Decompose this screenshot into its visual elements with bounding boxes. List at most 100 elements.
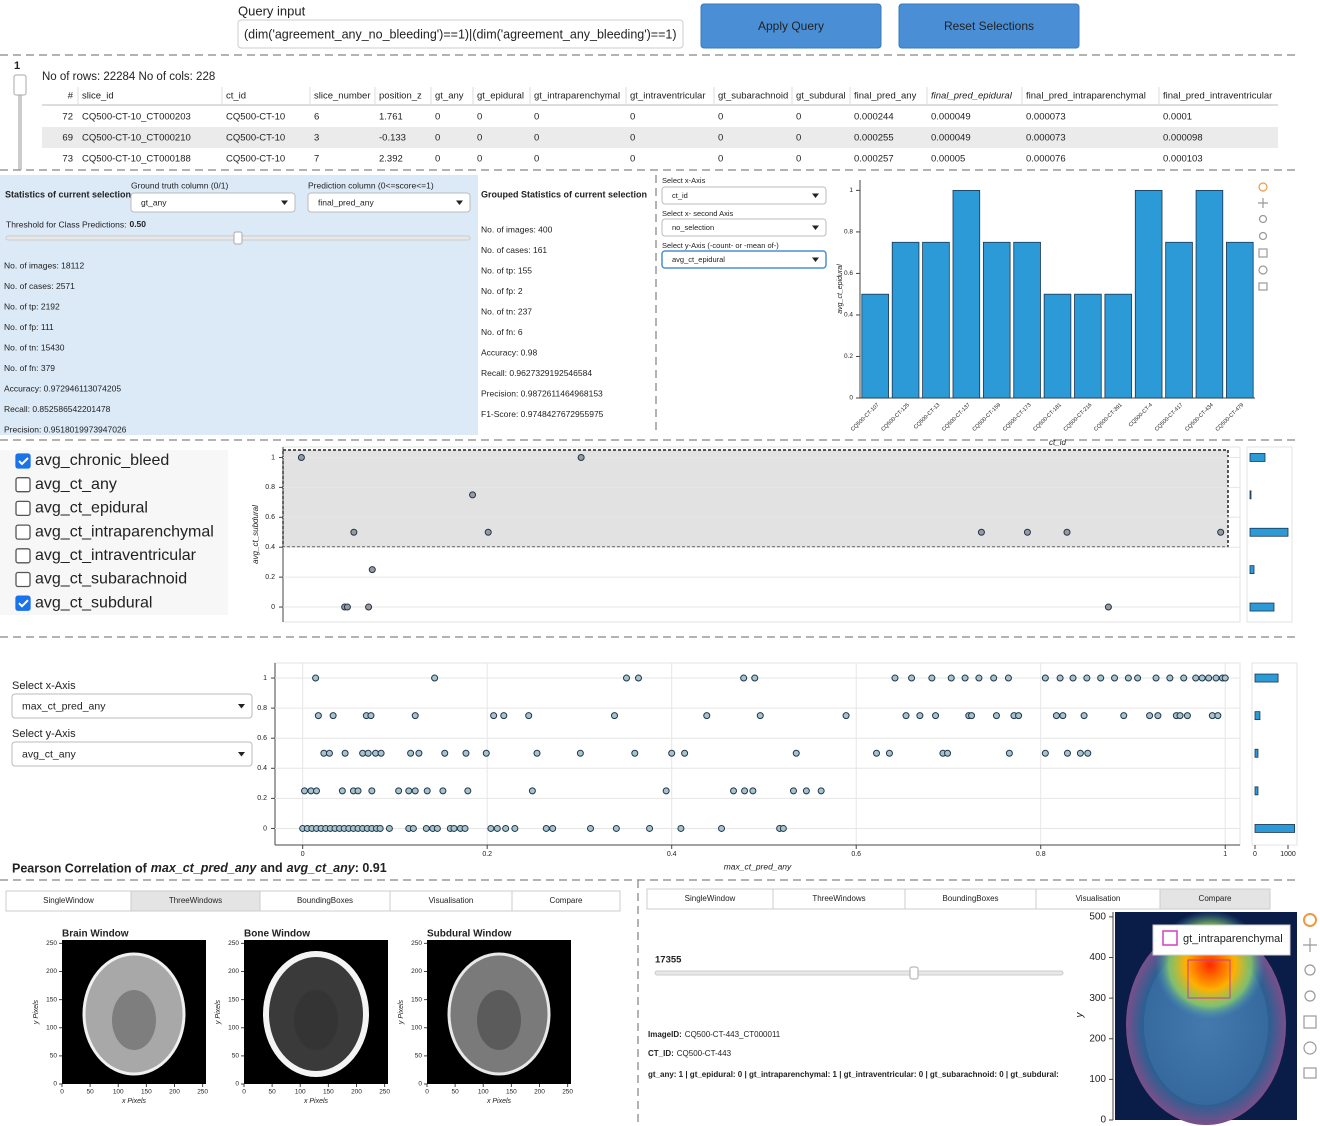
point[interactable] bbox=[802, 787, 810, 795]
bar[interactable] bbox=[1104, 293, 1133, 399]
point[interactable] bbox=[464, 787, 472, 795]
table-row[interactable] bbox=[42, 106, 1278, 127]
dropdown-value[interactable]: no_selection bbox=[672, 223, 714, 232]
point[interactable] bbox=[1104, 603, 1112, 611]
tab-label[interactable]: Compare bbox=[1199, 894, 1232, 903]
point[interactable] bbox=[576, 749, 584, 757]
point[interactable] bbox=[718, 824, 726, 832]
point[interactable] bbox=[968, 712, 976, 720]
point[interactable] bbox=[1041, 674, 1049, 682]
column-header[interactable]: slice_id bbox=[82, 91, 114, 102]
checkbox[interactable] bbox=[15, 453, 31, 469]
point[interactable] bbox=[1152, 674, 1160, 682]
point[interactable] bbox=[611, 712, 619, 720]
point[interactable] bbox=[992, 712, 1000, 720]
tool-icon[interactable] bbox=[1258, 265, 1268, 275]
dropdown-caret[interactable] bbox=[238, 752, 245, 757]
column-header[interactable]: position_z bbox=[379, 91, 422, 102]
point[interactable] bbox=[751, 674, 759, 682]
point[interactable] bbox=[842, 712, 850, 720]
point[interactable] bbox=[325, 749, 333, 757]
table-row[interactable] bbox=[42, 148, 1278, 169]
point[interactable] bbox=[1217, 528, 1225, 536]
bar[interactable] bbox=[861, 293, 889, 399]
point[interactable] bbox=[411, 787, 419, 795]
point[interactable] bbox=[1097, 674, 1105, 682]
button[interactable] bbox=[898, 3, 1080, 49]
tool-icon[interactable] bbox=[1304, 964, 1316, 976]
point[interactable] bbox=[681, 749, 689, 757]
dropdown[interactable]: avg_ct_epidural bbox=[661, 250, 827, 269]
dropdown-caret[interactable] bbox=[238, 704, 245, 709]
point[interactable] bbox=[423, 787, 431, 795]
point[interactable] bbox=[961, 674, 969, 682]
point[interactable] bbox=[891, 674, 899, 682]
point[interactable] bbox=[1005, 749, 1013, 757]
point[interactable] bbox=[779, 824, 787, 832]
point[interactable] bbox=[385, 824, 393, 832]
dropdown-value[interactable]: ct_id bbox=[672, 191, 688, 200]
tab-label[interactable]: Visualisation bbox=[1076, 894, 1121, 903]
dropdown[interactable]: ct_id bbox=[661, 186, 827, 205]
dropdown[interactable]: no_selection bbox=[661, 218, 827, 237]
point[interactable] bbox=[525, 712, 533, 720]
button-label[interactable]: Apply Query bbox=[758, 19, 824, 33]
point[interactable] bbox=[1111, 674, 1119, 682]
column-header[interactable]: gt_intraventricular bbox=[630, 91, 706, 102]
dropdown-box[interactable] bbox=[661, 186, 827, 205]
point[interactable] bbox=[364, 749, 372, 757]
point[interactable] bbox=[646, 824, 654, 832]
point[interactable] bbox=[338, 787, 346, 795]
column-header[interactable]: final_pred_intraparenchymal bbox=[1026, 91, 1146, 102]
dropdown-value[interactable]: avg_ct_epidural bbox=[672, 255, 725, 264]
point[interactable] bbox=[1023, 528, 1031, 536]
column-header[interactable]: gt_any bbox=[435, 91, 464, 102]
checkbox-label[interactable]: avg_ct_intraparenchymal bbox=[35, 523, 214, 540]
point[interactable] bbox=[1052, 712, 1060, 720]
point[interactable] bbox=[730, 787, 738, 795]
point[interactable] bbox=[792, 749, 800, 757]
point[interactable] bbox=[462, 749, 470, 757]
point[interactable] bbox=[789, 787, 797, 795]
point[interactable] bbox=[1212, 674, 1220, 682]
point[interactable] bbox=[502, 824, 510, 832]
point[interactable] bbox=[484, 528, 492, 536]
point[interactable] bbox=[493, 824, 501, 832]
point[interactable] bbox=[549, 824, 557, 832]
point[interactable] bbox=[1063, 528, 1071, 536]
tab[interactable] bbox=[511, 890, 621, 912]
point[interactable] bbox=[1120, 712, 1128, 720]
point[interactable] bbox=[354, 787, 362, 795]
point[interactable] bbox=[1084, 749, 1092, 757]
point[interactable] bbox=[577, 453, 585, 461]
tool-icon[interactable] bbox=[1303, 938, 1317, 952]
point[interactable] bbox=[343, 603, 351, 611]
point[interactable] bbox=[756, 712, 764, 720]
checkbox[interactable] bbox=[15, 500, 31, 517]
point[interactable] bbox=[634, 674, 642, 682]
point[interactable] bbox=[1056, 674, 1064, 682]
point[interactable] bbox=[1080, 712, 1088, 720]
tool-icon[interactable] bbox=[1258, 182, 1268, 192]
point[interactable] bbox=[932, 712, 940, 720]
point[interactable] bbox=[461, 824, 469, 832]
point[interactable] bbox=[297, 453, 305, 461]
tab-label[interactable]: BoundingBoxes bbox=[942, 894, 998, 903]
point[interactable] bbox=[377, 749, 385, 757]
checkbox-label[interactable]: avg_ct_subdural bbox=[35, 594, 152, 611]
column-header[interactable]: ct_id bbox=[226, 91, 246, 102]
point[interactable] bbox=[405, 787, 413, 795]
bar[interactable] bbox=[952, 189, 981, 399]
bar[interactable] bbox=[922, 241, 950, 399]
column-header[interactable]: # bbox=[68, 91, 74, 102]
query-text[interactable]: (dim('agreement_any_no_bleeding')==1)|(d… bbox=[244, 27, 677, 41]
dropdown-box[interactable] bbox=[130, 192, 296, 213]
dropdown-value[interactable]: max_ct_pred_any bbox=[22, 700, 106, 712]
bar[interactable] bbox=[1074, 293, 1102, 399]
point[interactable] bbox=[1192, 674, 1200, 682]
point[interactable] bbox=[1183, 712, 1191, 720]
tool-icon[interactable] bbox=[1304, 990, 1316, 1002]
bar[interactable] bbox=[982, 241, 1011, 399]
point[interactable] bbox=[376, 824, 384, 832]
column-header[interactable]: final_pred_epidural bbox=[931, 91, 1013, 102]
